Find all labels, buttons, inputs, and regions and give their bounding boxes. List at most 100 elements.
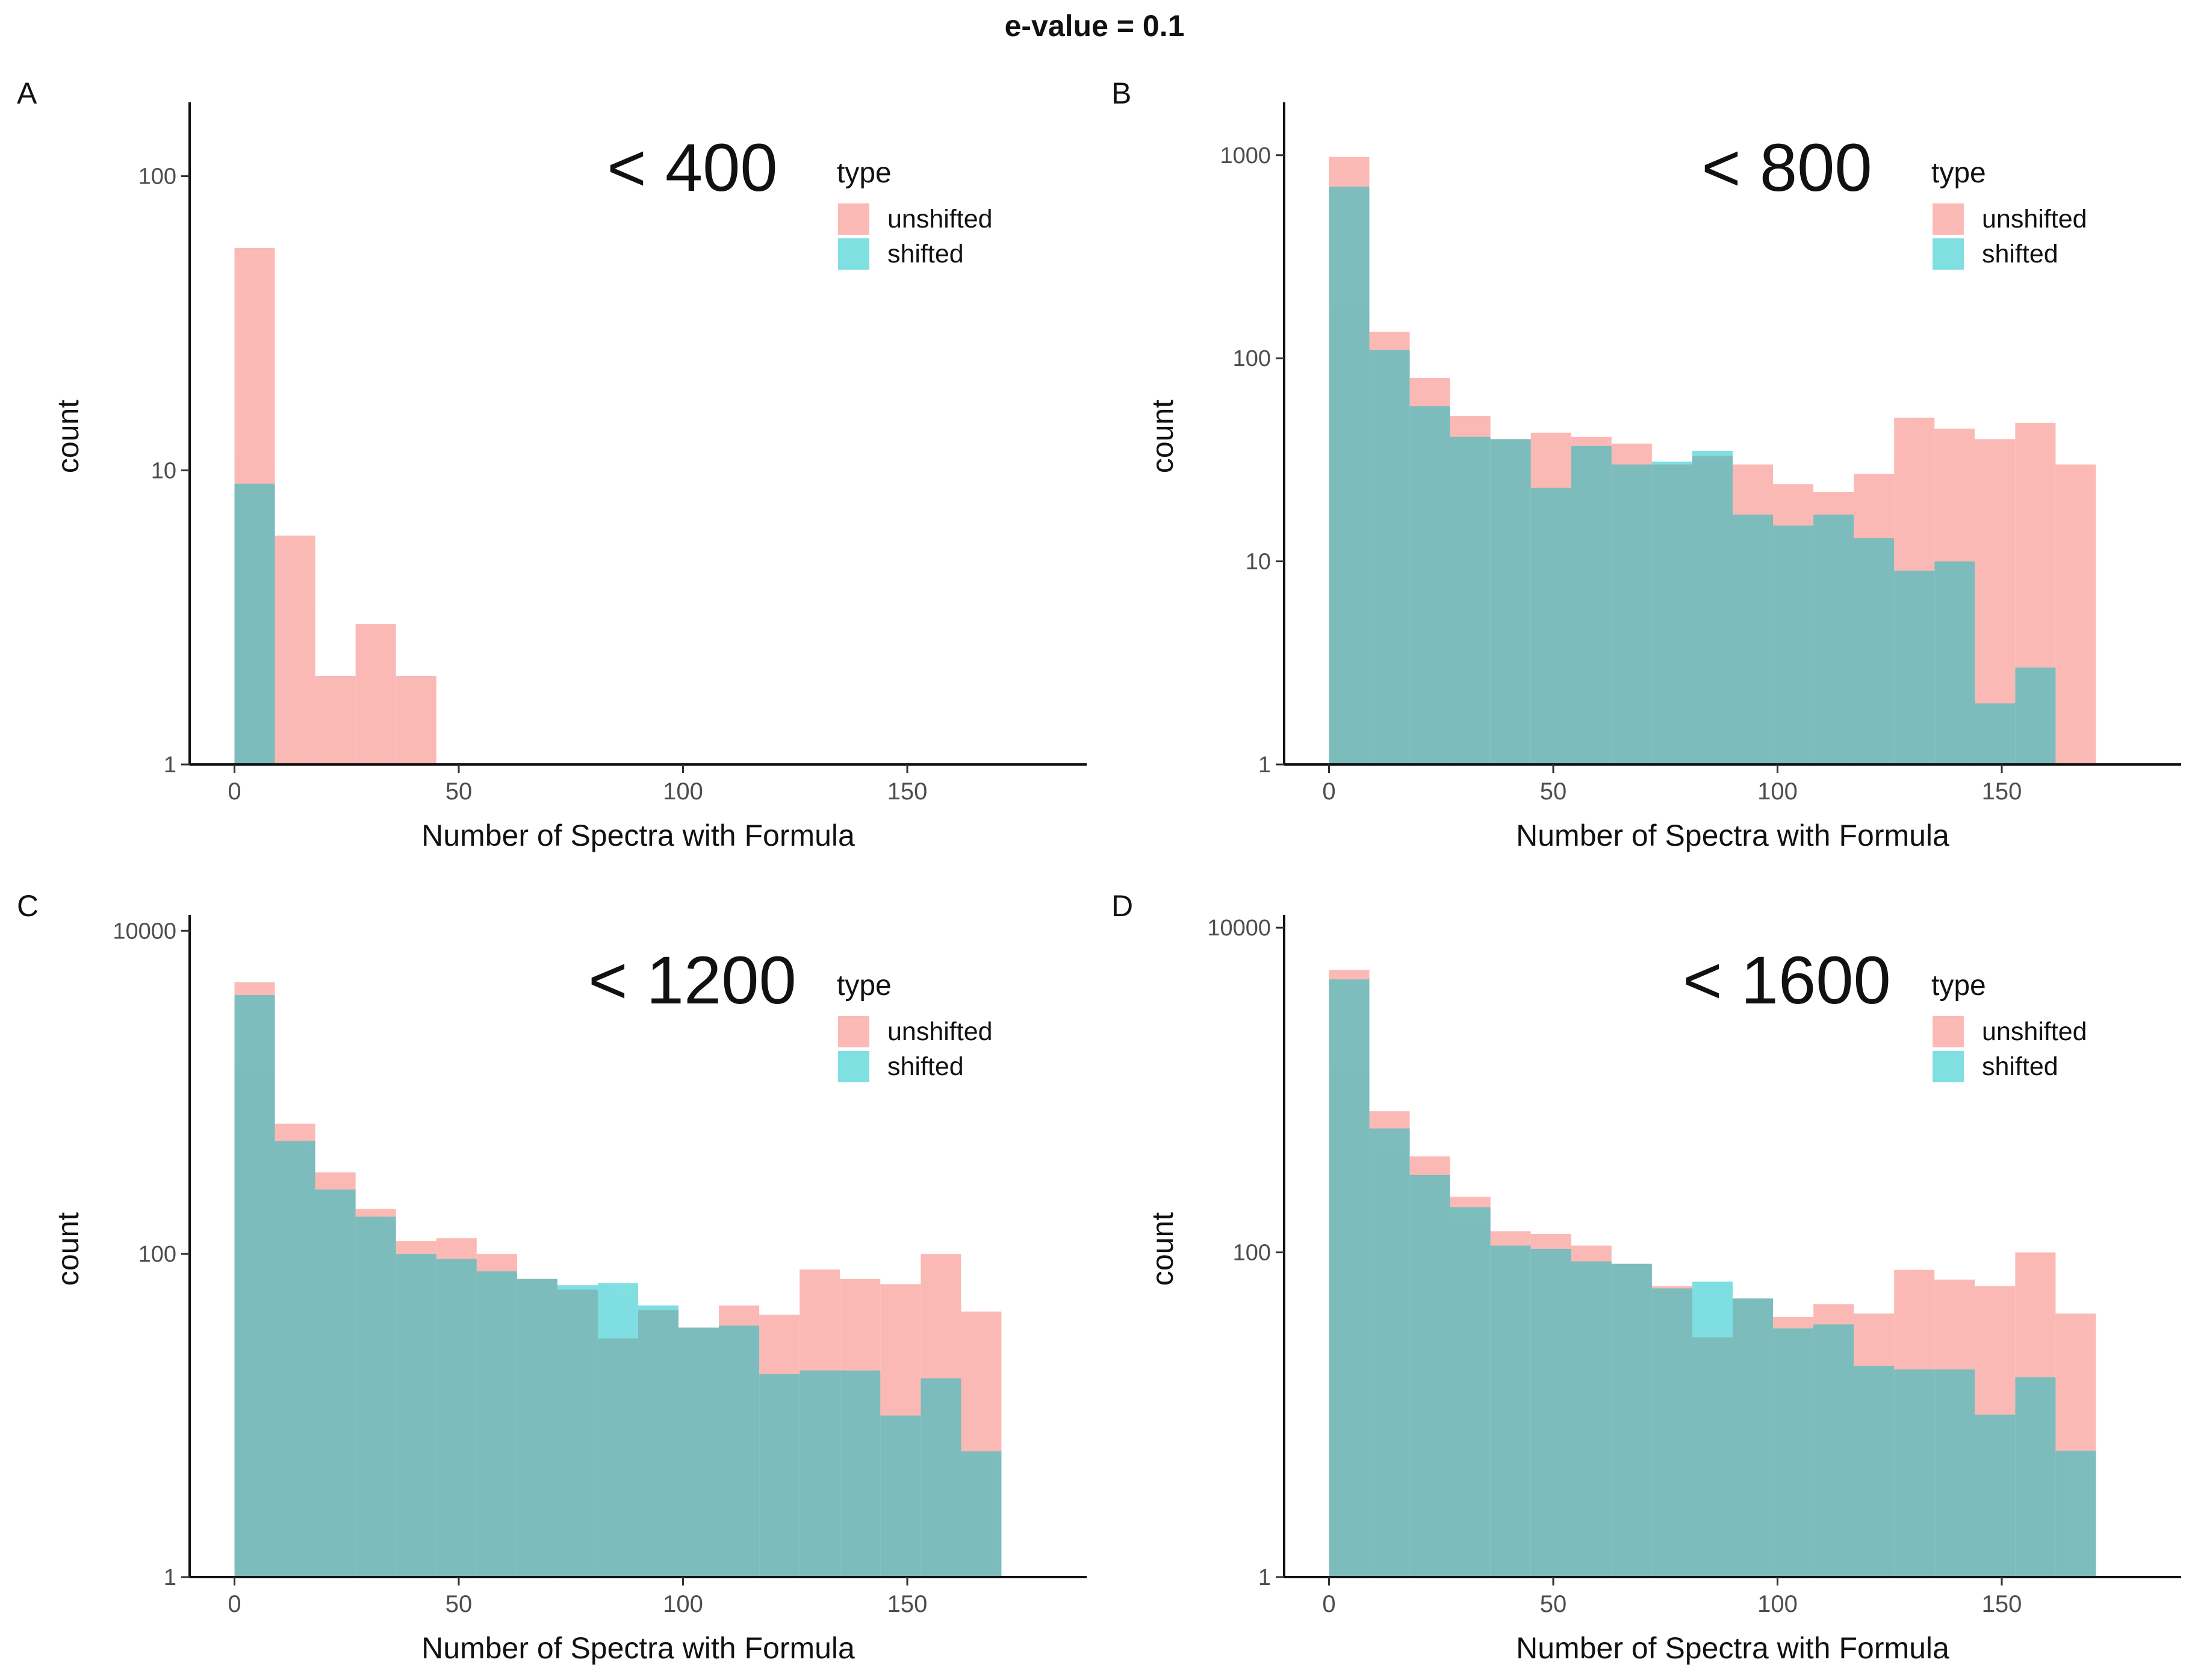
legend-title: type xyxy=(1931,970,1986,1002)
bar-shifted xyxy=(1611,1263,1652,1577)
x-tick-label: 50 xyxy=(446,1591,473,1617)
bar-shifted xyxy=(1733,514,1774,764)
bar-shifted xyxy=(1975,703,2016,764)
y-tick-label: 10 xyxy=(1246,550,1271,575)
x-axis-title: Number of Spectra with Formula xyxy=(421,819,855,852)
legend-swatch-shifted xyxy=(838,238,869,270)
x-axis-title: Number of Spectra with Formula xyxy=(1516,819,1949,852)
bar-shifted xyxy=(2015,668,2056,764)
series-unshifted xyxy=(234,247,436,764)
panel-b: 0 50 100 150 1 10 100 1000 Number of Spectra wit… xyxy=(1094,54,2189,867)
x-axis-title: Number of Spectra with Formula xyxy=(421,1631,855,1665)
legend-swatch-unshifted xyxy=(838,1016,869,1047)
panel-label: A xyxy=(17,76,37,110)
bar-shifted xyxy=(1934,1369,1975,1577)
legend-swatch-unshifted xyxy=(1933,203,1964,235)
bar-shifted xyxy=(2055,1451,2096,1577)
y-tick-label: 10000 xyxy=(113,919,176,944)
x-tick-label: 0 xyxy=(228,778,241,805)
legend-title: type xyxy=(837,970,892,1002)
bar-shifted xyxy=(234,483,275,764)
chart-svg: 0 50 100 150 1 100 10000 Number of Spectra with… xyxy=(1111,889,2181,1665)
legend-label-unshifted: unshifted xyxy=(887,205,993,234)
bar-shifted xyxy=(1934,561,1975,764)
panel-a: 0 50 100 150 1 10 100 Number of Spectra with Fo… xyxy=(0,54,1094,867)
bar-unshifted xyxy=(275,535,315,764)
legend-swatch-shifted xyxy=(838,1051,869,1082)
bar-shifted xyxy=(840,1370,881,1577)
bar-shifted xyxy=(1369,350,1410,764)
y-tick-label: 1 xyxy=(1258,1565,1271,1590)
bar-shifted xyxy=(315,1189,356,1577)
y-axis-title: count xyxy=(1146,1212,1179,1286)
x-tick-label: 50 xyxy=(1540,778,1567,805)
x-tick-label: 150 xyxy=(887,778,928,805)
chart-svg: 0 50 100 150 1 100 10000 Number of Spectra with… xyxy=(17,889,1087,1665)
x-tick-label: 100 xyxy=(1757,1591,1798,1617)
bar-shifted xyxy=(557,1285,598,1577)
bar-shifted xyxy=(396,1254,436,1577)
bar-unshifted xyxy=(396,675,436,764)
legend-swatch-unshifted xyxy=(1933,1016,1964,1047)
bar-shifted xyxy=(1813,514,1854,764)
bar-shifted xyxy=(1409,406,1450,764)
y-tick-label: 1 xyxy=(164,752,176,778)
range-annotation: < 800 xyxy=(1701,130,1872,205)
y-tick-label: 10 xyxy=(151,458,176,483)
bar-shifted xyxy=(759,1374,800,1577)
bar-shifted xyxy=(961,1451,1002,1577)
panel-d: 0 50 100 150 1 100 10000 Number of Spectra with… xyxy=(1094,867,2189,1679)
bar-shifted xyxy=(880,1415,921,1577)
series-shifted xyxy=(1329,187,2056,764)
series-shifted xyxy=(234,995,1002,1577)
bar-shifted xyxy=(1894,571,1935,764)
bar-shifted xyxy=(1611,464,1652,764)
chart-svg: 0 50 100 150 1 10 100 Number of Spectra with Fo… xyxy=(17,76,1087,852)
bar-shifted xyxy=(1692,1282,1733,1577)
bar-shifted xyxy=(517,1279,557,1577)
bar-shifted xyxy=(355,1217,396,1577)
bar-shifted xyxy=(1450,1207,1491,1577)
x-tick-label: 150 xyxy=(887,1591,928,1617)
bar-shifted xyxy=(1490,439,1531,764)
bar-shifted xyxy=(1490,1245,1531,1577)
bar-shifted xyxy=(2015,1377,2056,1577)
bar-shifted xyxy=(1813,1324,1854,1577)
panel-c: 0 50 100 150 1 100 10000 Number of Spectra with… xyxy=(0,867,1094,1679)
y-tick-label: 100 xyxy=(1233,1241,1271,1266)
chart-svg: 0 50 100 150 1 10 100 1000 Number of Spectra wit… xyxy=(1111,76,2181,852)
figure-title: e-value = 0.1 xyxy=(1004,9,1185,43)
legend-swatch-shifted xyxy=(1933,238,1964,270)
legend-swatch-shifted xyxy=(1933,1051,1964,1082)
series-shifted xyxy=(1329,979,2096,1577)
x-tick-label: 0 xyxy=(1322,778,1335,805)
bar-shifted xyxy=(1571,1261,1612,1577)
x-tick-label: 100 xyxy=(663,778,703,805)
bar-unshifted xyxy=(315,675,356,764)
y-tick-label: 10000 xyxy=(1207,916,1271,941)
y-axis-title: count xyxy=(51,1212,85,1286)
legend-label-unshifted: unshifted xyxy=(1982,1017,2087,1046)
bar-unshifted xyxy=(2055,464,2096,764)
bar-shifted xyxy=(1854,1366,1895,1577)
range-annotation: < 400 xyxy=(607,130,777,205)
panel-label: D xyxy=(1111,889,1133,923)
bar-shifted xyxy=(1692,451,1733,764)
bar-shifted xyxy=(1854,538,1895,764)
legend-title: type xyxy=(1931,157,1986,189)
x-tick-label: 0 xyxy=(1322,1591,1335,1617)
x-tick-label: 50 xyxy=(446,778,473,805)
legend-swatch-unshifted xyxy=(838,203,869,235)
bar-shifted xyxy=(1530,1248,1571,1577)
y-tick-label: 1 xyxy=(1258,752,1271,778)
y-axis-title: count xyxy=(1146,400,1179,473)
bar-shifted xyxy=(1450,436,1491,764)
bar-shifted xyxy=(234,995,275,1577)
bar-shifted xyxy=(1329,979,1370,1577)
bar-shifted xyxy=(1733,1298,1774,1577)
bar-shifted xyxy=(1773,525,1814,764)
bar-shifted xyxy=(719,1325,760,1577)
y-tick-label: 100 xyxy=(138,1242,176,1267)
legend-label-shifted: shifted xyxy=(887,1052,964,1081)
